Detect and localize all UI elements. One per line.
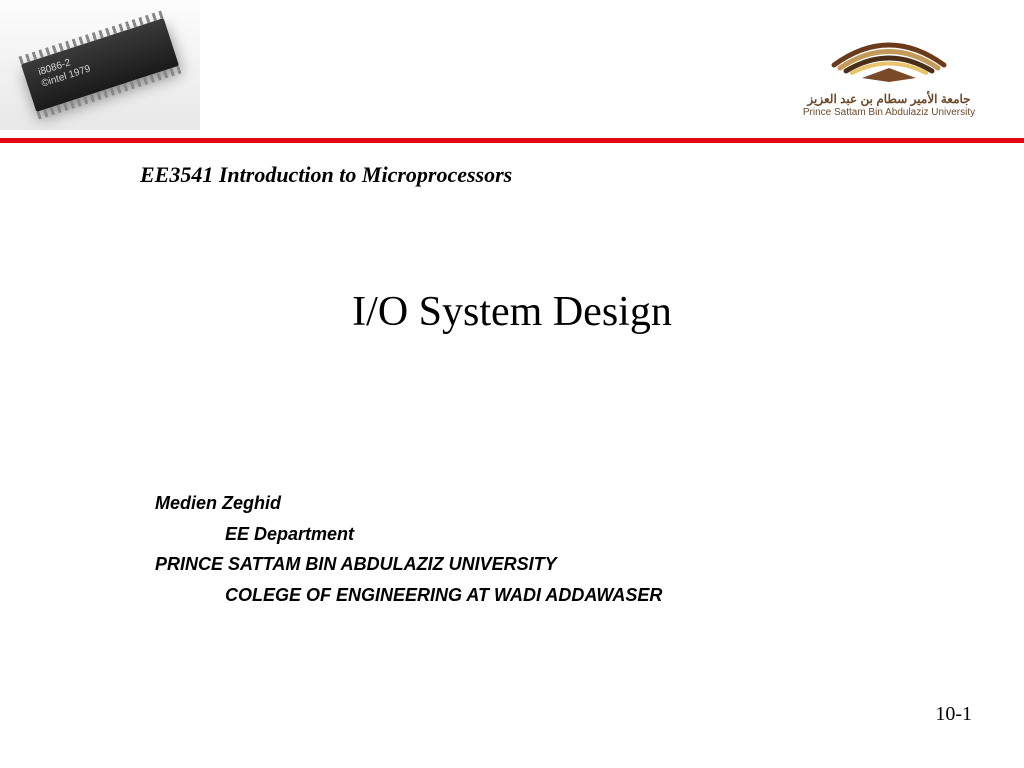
chip-label: i8086-2 ©intel 1979 [37,52,92,91]
course-code: EE3541 Introduction to Microprocessors [140,162,512,188]
university-name-english: Prince Sattam Bin Abdulaziz University [784,107,994,118]
page-number: 10-1 [935,703,972,726]
author-university: PRINCE SATTAM BIN ABDULAZIZ UNIVERSITY [155,549,662,580]
chip-graphic: i8086-2 ©intel 1979 [21,18,179,112]
book-logo-icon [814,10,964,90]
author-college: COLEGE OF ENGINEERING AT WADI ADDAWASER [155,580,662,611]
slide-header: i8086-2 ©intel 1979 جامعة الأمير سطام بن… [0,0,1024,140]
university-name-arabic: جامعة الأمير سطام بن عبد العزيز [784,92,994,106]
author-block: Medien Zeghid EE Department PRINCE SATTA… [155,488,662,610]
slide-title: I/O System Design [0,288,1024,336]
author-name: Medien Zeghid [155,488,662,519]
author-department: EE Department [155,519,662,550]
chip-image: i8086-2 ©intel 1979 [0,0,200,130]
header-divider [0,138,1024,143]
university-logo: جامعة الأمير سطام بن عبد العزيز Prince S… [784,10,994,118]
